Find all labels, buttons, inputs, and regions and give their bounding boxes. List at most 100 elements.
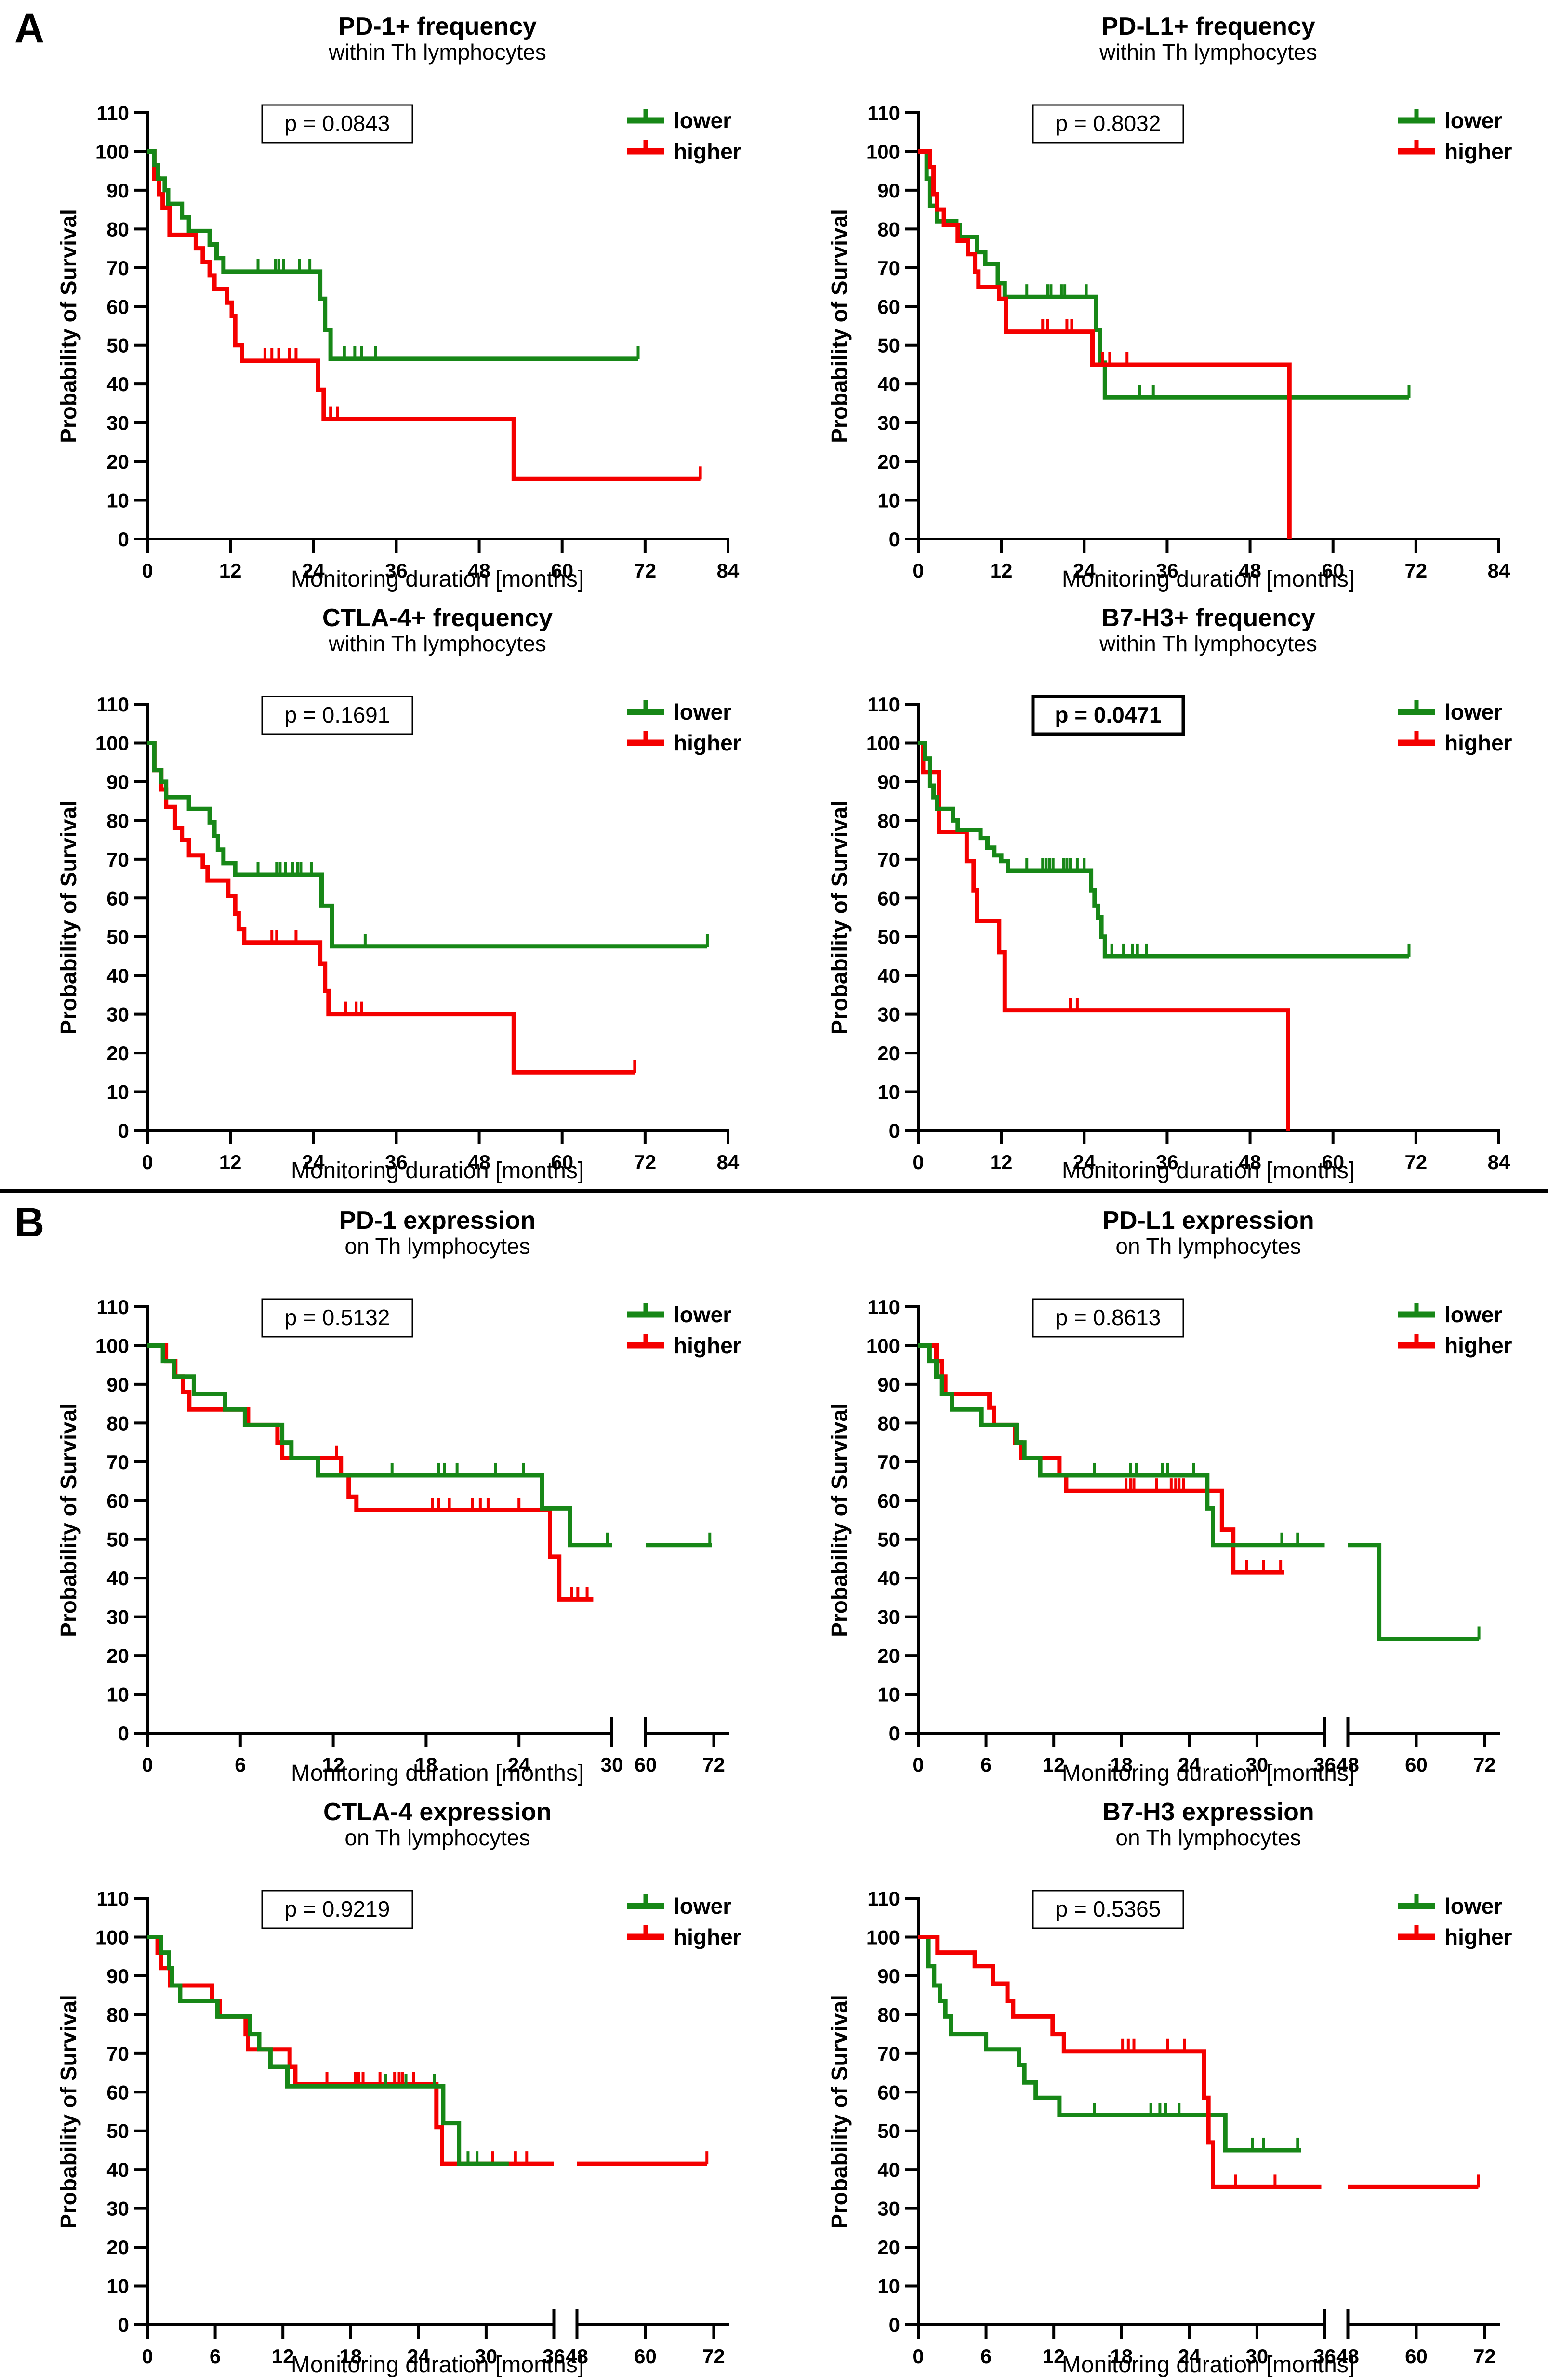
svg-text:72: 72 bbox=[1473, 2345, 1496, 2367]
svg-text:0: 0 bbox=[913, 1753, 924, 1776]
km-chart-b7h3-frequency: 0 10 20 30 40 50 60 70 80 90 100 110 0 12 24 36 48 60 72 84… bbox=[774, 594, 1545, 1186]
svg-text:48: 48 bbox=[1336, 2345, 1359, 2367]
svg-text:60: 60 bbox=[551, 1151, 573, 1173]
svg-text:on Th lymphocytes: on Th lymphocytes bbox=[344, 1825, 530, 1850]
svg-text:84: 84 bbox=[717, 1151, 740, 1173]
svg-text:p = 0.9219: p = 0.9219 bbox=[285, 1896, 390, 1921]
km-plot-svg: 0 10 20 30 40 50 60 70 80 90 100 110 0 6 12 18 24 30 36 48 6… bbox=[827, 1798, 1512, 2378]
svg-text:0: 0 bbox=[142, 559, 153, 582]
svg-text:Monitoring duration [months]: Monitoring duration [months] bbox=[291, 1158, 584, 1183]
svg-text:6: 6 bbox=[980, 2345, 992, 2367]
svg-text:36: 36 bbox=[1313, 2345, 1336, 2367]
svg-text:84: 84 bbox=[1488, 559, 1510, 582]
km-plot-svg: 0 10 20 30 40 50 60 70 80 90 100 110 0 12 24 36 48 60 72 84… bbox=[827, 604, 1512, 1183]
svg-text:60: 60 bbox=[635, 1753, 657, 1776]
svg-text:Monitoring duration [months]: Monitoring duration [months] bbox=[291, 1761, 584, 1786]
svg-text:80: 80 bbox=[877, 2003, 900, 2026]
svg-text:48: 48 bbox=[468, 559, 490, 582]
svg-text:36: 36 bbox=[1156, 559, 1178, 582]
svg-text:30: 30 bbox=[475, 2345, 498, 2367]
svg-text:110: 110 bbox=[96, 1887, 129, 1910]
svg-text:72: 72 bbox=[702, 2345, 725, 2367]
svg-text:70: 70 bbox=[106, 257, 129, 279]
svg-text:60: 60 bbox=[1405, 2345, 1428, 2367]
svg-text:on Th lymphocytes: on Th lymphocytes bbox=[1115, 1825, 1301, 1850]
svg-text:60: 60 bbox=[551, 559, 573, 582]
km-plot-svg: 0 10 20 30 40 50 60 70 80 90 100 110 0 6 12 18 24 30 36 48 6… bbox=[827, 1207, 1512, 1786]
svg-text:60: 60 bbox=[1322, 1151, 1344, 1173]
svg-text:48: 48 bbox=[566, 2345, 588, 2367]
svg-text:Probability of Survival: Probability of Survival bbox=[827, 1995, 852, 2229]
svg-text:80: 80 bbox=[106, 218, 129, 240]
svg-text:higher: higher bbox=[674, 139, 741, 164]
svg-text:0: 0 bbox=[118, 1722, 129, 1745]
svg-text:0: 0 bbox=[118, 2314, 129, 2336]
svg-text:12: 12 bbox=[219, 559, 242, 582]
svg-text:50: 50 bbox=[106, 926, 129, 948]
svg-text:100: 100 bbox=[866, 1334, 900, 1357]
svg-text:60: 60 bbox=[1322, 559, 1344, 582]
svg-text:100: 100 bbox=[95, 1926, 129, 1948]
svg-text:lower: lower bbox=[674, 1302, 731, 1327]
km-plot-svg: 0 10 20 30 40 50 60 70 80 90 100 110 0 12 24 36 48 60 72 84… bbox=[56, 604, 741, 1183]
svg-text:Monitoring duration [months]: Monitoring duration [months] bbox=[1062, 1158, 1355, 1183]
svg-text:100: 100 bbox=[95, 140, 129, 163]
svg-text:lower: lower bbox=[1444, 108, 1502, 133]
svg-text:60: 60 bbox=[877, 887, 900, 909]
svg-text:0: 0 bbox=[889, 1119, 900, 1142]
svg-text:30: 30 bbox=[1246, 2345, 1269, 2367]
svg-text:80: 80 bbox=[106, 2003, 129, 2026]
svg-text:60: 60 bbox=[877, 295, 900, 318]
svg-text:24: 24 bbox=[1178, 1753, 1201, 1776]
svg-text:84: 84 bbox=[1488, 1151, 1510, 1173]
svg-text:110: 110 bbox=[867, 1887, 900, 1910]
svg-text:lower: lower bbox=[1444, 1893, 1502, 1919]
svg-text:30: 30 bbox=[877, 1003, 900, 1026]
svg-text:18: 18 bbox=[1110, 2345, 1133, 2367]
svg-text:6: 6 bbox=[235, 1753, 246, 1776]
svg-text:Probability of Survival: Probability of Survival bbox=[56, 1403, 81, 1637]
svg-text:100: 100 bbox=[95, 732, 129, 754]
svg-text:Monitoring duration [months]: Monitoring duration [months] bbox=[291, 566, 584, 592]
svg-text:lower: lower bbox=[1444, 1302, 1502, 1327]
svg-text:0: 0 bbox=[142, 2345, 153, 2367]
svg-text:60: 60 bbox=[877, 2081, 900, 2104]
svg-text:72: 72 bbox=[1473, 1753, 1496, 1776]
svg-text:100: 100 bbox=[95, 1334, 129, 1357]
svg-text:36: 36 bbox=[1156, 1151, 1178, 1173]
svg-text:higher: higher bbox=[1444, 139, 1512, 164]
svg-text:72: 72 bbox=[702, 1753, 725, 1776]
km-chart-ctla4-expression: 0 10 20 30 40 50 60 70 80 90 100 110 0 6 12 18 24 30 36 48 6… bbox=[3, 1788, 774, 2380]
svg-text:10: 10 bbox=[106, 1683, 129, 1706]
svg-text:lower: lower bbox=[674, 699, 731, 724]
svg-text:90: 90 bbox=[106, 1965, 129, 1987]
svg-text:84: 84 bbox=[717, 559, 740, 582]
svg-text:40: 40 bbox=[877, 964, 900, 987]
svg-text:within Th lymphocytes: within Th lymphocytes bbox=[328, 631, 546, 656]
km-plot-svg: 0 10 20 30 40 50 60 70 80 90 100 110 0 6 12 18 24 30 36 48 6… bbox=[56, 1798, 741, 2378]
panel-b-grid: 0 10 20 30 40 50 60 70 80 90 100 110 0 6 12 18 24 30 60 72 p… bbox=[3, 1197, 1548, 2380]
svg-text:30: 30 bbox=[106, 412, 129, 434]
svg-text:50: 50 bbox=[877, 1528, 900, 1551]
svg-text:20: 20 bbox=[106, 1644, 129, 1667]
svg-text:36: 36 bbox=[542, 2345, 565, 2367]
svg-text:higher: higher bbox=[1444, 1333, 1512, 1358]
svg-text:PD-L1+ frequency: PD-L1+ frequency bbox=[1101, 13, 1315, 40]
svg-text:36: 36 bbox=[385, 1151, 408, 1173]
svg-text:70: 70 bbox=[877, 257, 900, 279]
svg-text:within Th lymphocytes: within Th lymphocytes bbox=[1099, 39, 1317, 65]
svg-text:90: 90 bbox=[877, 1965, 900, 1987]
svg-text:72: 72 bbox=[634, 559, 656, 582]
km-plot-svg: 0 10 20 30 40 50 60 70 80 90 100 110 0 12 24 36 48 60 72 84… bbox=[56, 13, 741, 592]
svg-text:B7-H3 expression: B7-H3 expression bbox=[1102, 1798, 1314, 1826]
svg-text:0: 0 bbox=[889, 528, 900, 551]
svg-text:higher: higher bbox=[1444, 730, 1512, 755]
svg-text:24: 24 bbox=[1073, 559, 1096, 582]
svg-text:30: 30 bbox=[106, 1003, 129, 1026]
svg-text:60: 60 bbox=[877, 1489, 900, 1512]
svg-text:12: 12 bbox=[1043, 2345, 1065, 2367]
svg-text:Monitoring duration [months]: Monitoring duration [months] bbox=[291, 2352, 584, 2378]
svg-text:24: 24 bbox=[508, 1753, 530, 1776]
svg-text:p = 0.5365: p = 0.5365 bbox=[1056, 1896, 1161, 1921]
